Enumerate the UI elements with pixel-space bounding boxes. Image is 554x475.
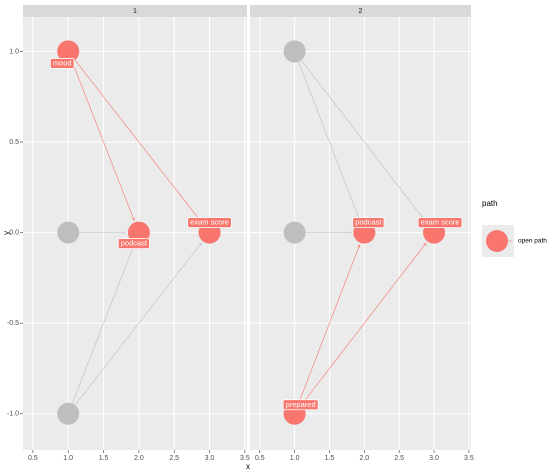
edge xyxy=(295,245,360,412)
edge xyxy=(296,243,426,412)
edge xyxy=(295,54,360,220)
node xyxy=(127,221,150,244)
node xyxy=(283,40,306,63)
node-label-box xyxy=(417,217,463,228)
strip-text: 2 xyxy=(359,8,363,15)
x-tick-label: 1.0 xyxy=(290,455,300,462)
node xyxy=(57,40,80,63)
x-tick-label: 2.0 xyxy=(359,455,369,462)
node-label-box xyxy=(187,217,232,228)
edge xyxy=(69,53,201,223)
y-tick-label: 0.0 xyxy=(9,229,19,236)
edge xyxy=(69,54,134,220)
y-tick-label: -0.5 xyxy=(7,320,19,327)
y-tick-label: -1.0 xyxy=(7,411,19,418)
edge xyxy=(69,245,134,412)
x-tick-label: 2.5 xyxy=(394,455,404,462)
x-tick-label: 3.0 xyxy=(205,455,215,462)
node-label: exam score xyxy=(421,218,460,227)
x-tick-label: 1.0 xyxy=(63,455,73,462)
node-label-box xyxy=(282,399,319,411)
x-tick-label: 0.5 xyxy=(28,455,38,462)
legend-label: open path xyxy=(518,238,547,245)
edge xyxy=(69,243,201,412)
x-tick-label: 3.5 xyxy=(240,455,250,462)
y-tick-label: 0.5 xyxy=(9,139,19,146)
node-label: mood xyxy=(53,58,72,67)
node-label-box xyxy=(352,217,385,228)
node-label: exam score xyxy=(190,218,229,227)
x-tick-label: 3.0 xyxy=(429,455,439,462)
edge xyxy=(296,53,426,222)
legend-swatch xyxy=(486,230,508,252)
x-axis-title: x xyxy=(246,462,250,471)
x-tick-label: 1.5 xyxy=(99,455,109,462)
node-label: podcast xyxy=(121,239,148,248)
node xyxy=(283,221,306,244)
y-axis-title: y xyxy=(2,231,11,235)
node-label: podcast xyxy=(355,218,382,227)
strip-text: 1 xyxy=(133,8,137,15)
node xyxy=(57,221,80,244)
strip xyxy=(23,5,247,17)
y-tick-label: 1.0 xyxy=(9,48,19,55)
x-tick-label: 2.0 xyxy=(134,455,144,462)
node-label-box xyxy=(49,58,75,69)
x-tick-label: 1.5 xyxy=(325,455,335,462)
node-label: prepared xyxy=(286,400,316,409)
x-tick-label: 2.5 xyxy=(169,455,179,462)
x-tick-label: 0.5 xyxy=(255,455,265,462)
node-label-box xyxy=(117,238,150,249)
legend-title: path xyxy=(482,199,498,208)
node xyxy=(57,402,80,425)
strip xyxy=(250,5,471,17)
x-tick-label: 3.5 xyxy=(464,455,474,462)
